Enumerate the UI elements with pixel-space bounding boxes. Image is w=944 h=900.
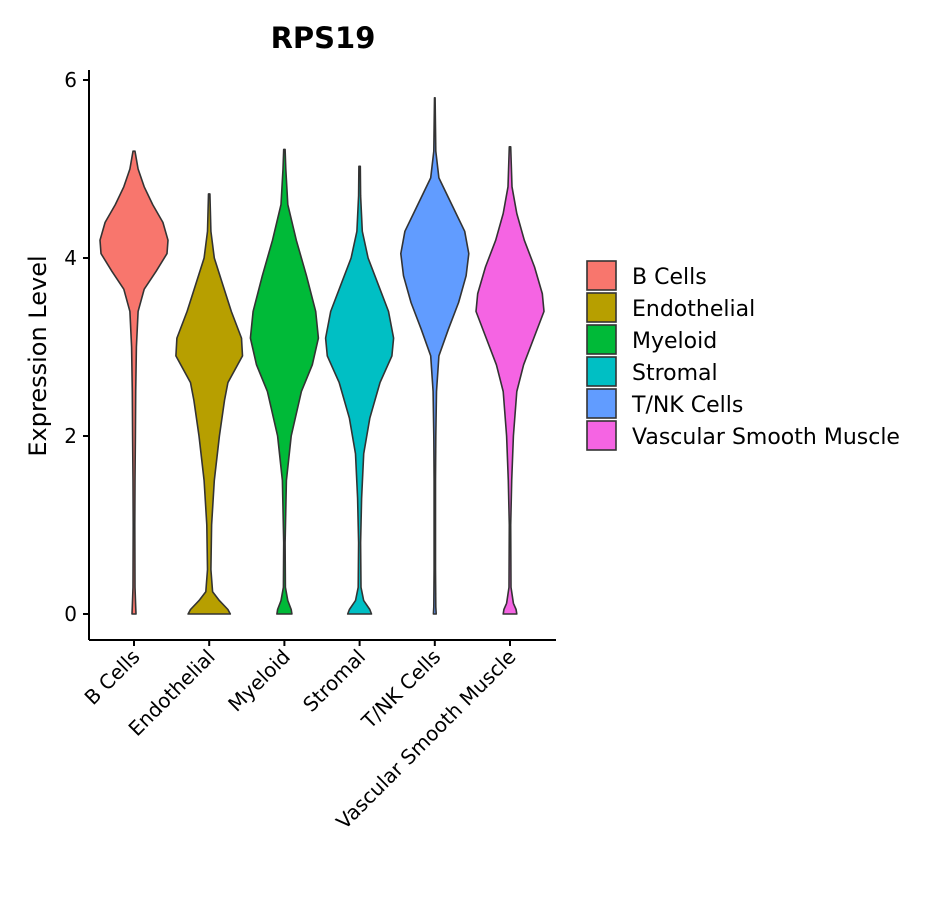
legend-swatch-5	[586, 388, 617, 419]
y-tick-label: 6	[64, 68, 77, 92]
y-axis-title: Expression Level	[24, 255, 52, 456]
violin-2	[175, 193, 244, 615]
legend-label-3: Myeloid	[632, 329, 717, 354]
x-tick-label: B Cells	[80, 645, 145, 710]
violin-5	[400, 97, 470, 615]
x-tick-label: Stromal	[298, 645, 370, 717]
legend-label-5: T/NK Cells	[631, 393, 743, 418]
violin-4	[324, 165, 395, 615]
legend-swatch-4	[586, 356, 617, 387]
x-tick-label: Myeloid	[223, 645, 295, 717]
chart-title: RPS19	[271, 21, 376, 55]
violin-group	[99, 97, 545, 615]
violin-6	[475, 146, 545, 615]
legend-label-6: Vascular Smooth Muscle	[632, 425, 900, 450]
legend-swatch-1	[586, 260, 617, 291]
violin-3	[249, 148, 320, 615]
legend-label-2: Endothelial	[632, 297, 755, 322]
y-tick-label: 0	[64, 602, 77, 626]
legend: B Cells Endothelial Myeloid Stromal T/NK Cel…	[586, 260, 900, 451]
legend-swatch-2	[586, 292, 617, 323]
y-tick-label: 2	[64, 424, 77, 448]
violin-1	[99, 150, 169, 615]
legend-swatch-3	[586, 324, 617, 355]
y-tick-label: 4	[64, 246, 77, 270]
legend-label-4: Stromal	[632, 361, 718, 386]
legend-label-1: B Cells	[632, 265, 707, 290]
legend-swatch-6	[586, 420, 617, 451]
